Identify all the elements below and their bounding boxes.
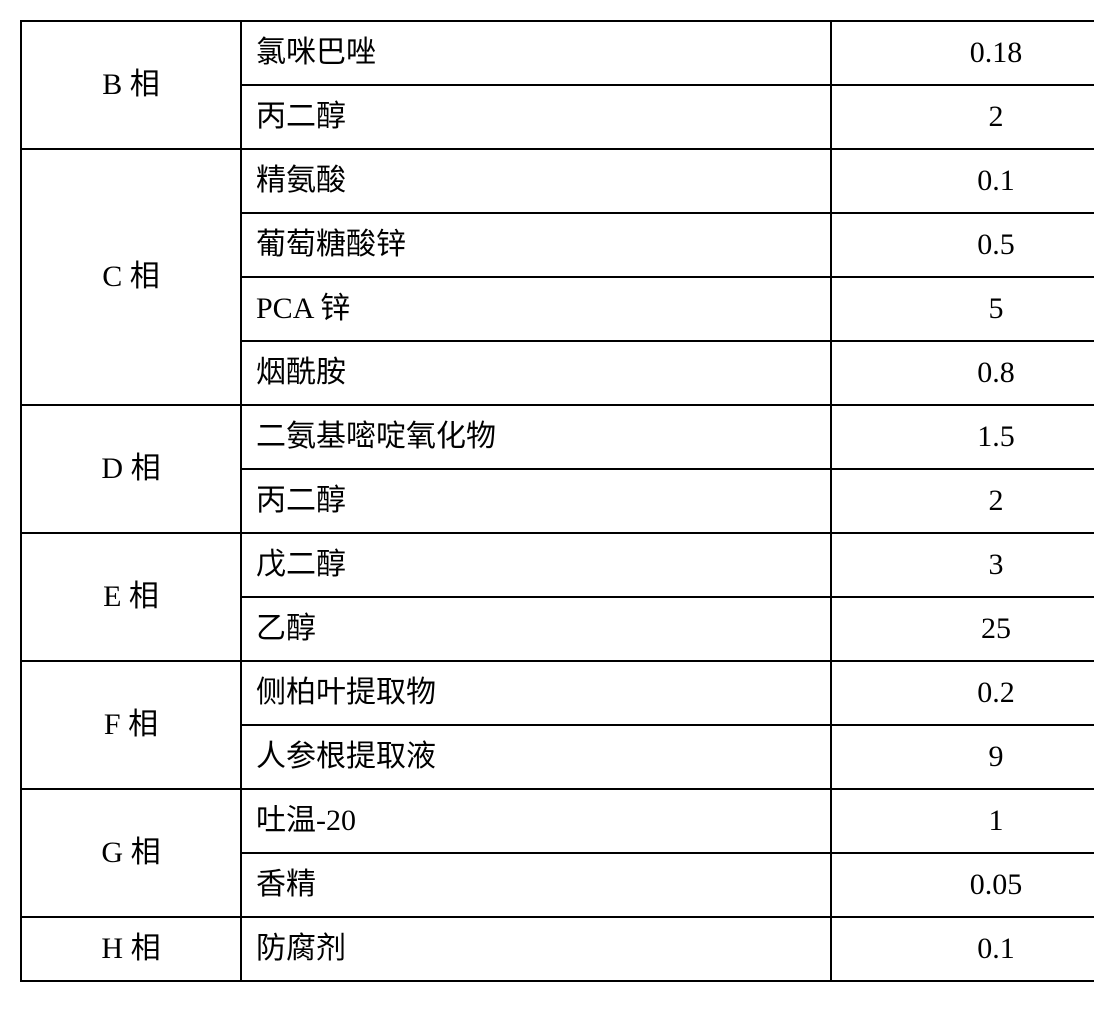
ingredient-cell: 防腐剂 <box>241 917 831 981</box>
ingredient-cell: PCA 锌 <box>241 277 831 341</box>
ingredient-cell: 乙醇 <box>241 597 831 661</box>
ingredient-cell: 吐温-20 <box>241 789 831 853</box>
ingredient-cell: 葡萄糖酸锌 <box>241 213 831 277</box>
value-cell: 3 <box>831 533 1094 597</box>
phase-cell: C 相 <box>21 149 241 405</box>
phase-cell: E 相 <box>21 533 241 661</box>
ingredient-cell: 丙二醇 <box>241 85 831 149</box>
ingredient-cell: 烟酰胺 <box>241 341 831 405</box>
phase-cell: F 相 <box>21 661 241 789</box>
value-cell: 0.1 <box>831 917 1094 981</box>
table-row: B 相 氯咪巴唑 0.18 <box>21 21 1094 85</box>
table-row: D 相 二氨基嘧啶氧化物 1.5 <box>21 405 1094 469</box>
table-row: E 相 戊二醇 3 <box>21 533 1094 597</box>
value-cell: 1.5 <box>831 405 1094 469</box>
ingredient-cell: 氯咪巴唑 <box>241 21 831 85</box>
phase-cell: G 相 <box>21 789 241 917</box>
table-row: F 相 侧柏叶提取物 0.2 <box>21 661 1094 725</box>
ingredient-cell: 戊二醇 <box>241 533 831 597</box>
value-cell: 0.8 <box>831 341 1094 405</box>
value-cell: 2 <box>831 85 1094 149</box>
phase-cell: H 相 <box>21 917 241 981</box>
value-cell: 5 <box>831 277 1094 341</box>
value-cell: 25 <box>831 597 1094 661</box>
phase-cell: B 相 <box>21 21 241 149</box>
ingredient-cell: 丙二醇 <box>241 469 831 533</box>
value-cell: 1 <box>831 789 1094 853</box>
value-cell: 9 <box>831 725 1094 789</box>
formulation-table: B 相 氯咪巴唑 0.18 丙二醇 2 C 相 精氨酸 0.1 葡萄糖酸锌 0.… <box>20 20 1094 982</box>
value-cell: 0.2 <box>831 661 1094 725</box>
table-row: G 相 吐温-20 1 <box>21 789 1094 853</box>
value-cell: 0.18 <box>831 21 1094 85</box>
table-row: C 相 精氨酸 0.1 <box>21 149 1094 213</box>
value-cell: 0.05 <box>831 853 1094 917</box>
ingredient-cell: 二氨基嘧啶氧化物 <box>241 405 831 469</box>
phase-cell: D 相 <box>21 405 241 533</box>
value-cell: 0.1 <box>831 149 1094 213</box>
ingredient-cell: 人参根提取液 <box>241 725 831 789</box>
table-body: B 相 氯咪巴唑 0.18 丙二醇 2 C 相 精氨酸 0.1 葡萄糖酸锌 0.… <box>21 21 1094 981</box>
ingredient-cell: 侧柏叶提取物 <box>241 661 831 725</box>
table-row: H 相 防腐剂 0.1 <box>21 917 1094 981</box>
value-cell: 2 <box>831 469 1094 533</box>
ingredient-cell: 精氨酸 <box>241 149 831 213</box>
ingredient-cell: 香精 <box>241 853 831 917</box>
value-cell: 0.5 <box>831 213 1094 277</box>
